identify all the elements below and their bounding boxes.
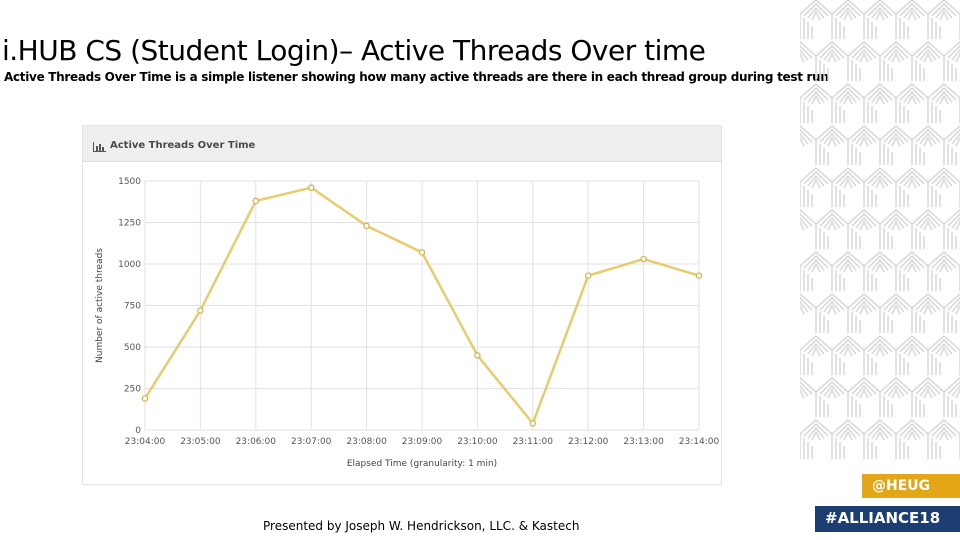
x-tick-label: 23:10:00	[457, 437, 498, 447]
data-point	[252, 197, 260, 205]
y-tick-label: 1000	[118, 260, 141, 270]
y-tick-label: 0	[135, 426, 141, 436]
x-tick-label: 23:05:00	[180, 437, 221, 447]
x-tick-label: 23:09:00	[402, 437, 443, 447]
data-point	[474, 352, 481, 359]
slide-subtitle: Active Threads Over Time is a simple lis…	[4, 70, 829, 84]
y-tick-label: 500	[124, 343, 141, 353]
y-tick-label: 250	[124, 385, 141, 395]
slide-title: i.HUB CS (Student Login)– Active Threads…	[2, 34, 706, 67]
data-point	[695, 272, 703, 279]
footer-credit: Presented by Joseph W. Hendrickson, LLC.…	[263, 519, 580, 533]
y-tick-label: 750	[124, 302, 141, 312]
chart-panel: Active Threads Over Time 0 250 500 750 1000 1…	[82, 125, 722, 485]
chart-header-title: Active Threads Over Time	[110, 140, 256, 151]
y-tick-label: 1500	[118, 177, 141, 187]
x-axis-title: Elapsed Time (granularity: 1 min)	[347, 459, 497, 469]
alliance-tag: #ALLIANCE18	[815, 506, 960, 532]
y-axis-title: Number of active threads	[95, 248, 105, 363]
decorative-pattern	[800, 0, 960, 540]
data-point	[529, 420, 537, 427]
chart-header: Active Threads Over Time	[83, 126, 721, 162]
heug-tag: @HEUG	[862, 474, 960, 498]
data-point	[584, 272, 592, 279]
x-tick-label: 23:07:00	[291, 437, 332, 447]
active-threads-chart: 0 250 500 750 1000 1250 1500 23:04:00 23:05:00 23…	[95, 177, 720, 469]
data-point	[197, 307, 204, 314]
data-point	[640, 255, 647, 263]
x-tick-label: 23:13:00	[623, 437, 664, 447]
y-tick-label: 1250	[118, 219, 141, 229]
bar-chart-icon	[93, 139, 106, 157]
data-point	[307, 184, 315, 191]
data-point	[363, 222, 370, 230]
data-point	[418, 249, 426, 256]
x-tick-label: 23:06:00	[236, 437, 277, 447]
x-tick-label: 23:08:00	[346, 437, 387, 447]
x-tick-label: 23:11:00	[513, 437, 554, 447]
data-point	[141, 395, 149, 402]
x-tick-label: 23:04:00	[125, 437, 166, 447]
x-tick-label: 23:12:00	[568, 437, 609, 447]
x-tick-label: 23:14:00	[679, 437, 720, 447]
